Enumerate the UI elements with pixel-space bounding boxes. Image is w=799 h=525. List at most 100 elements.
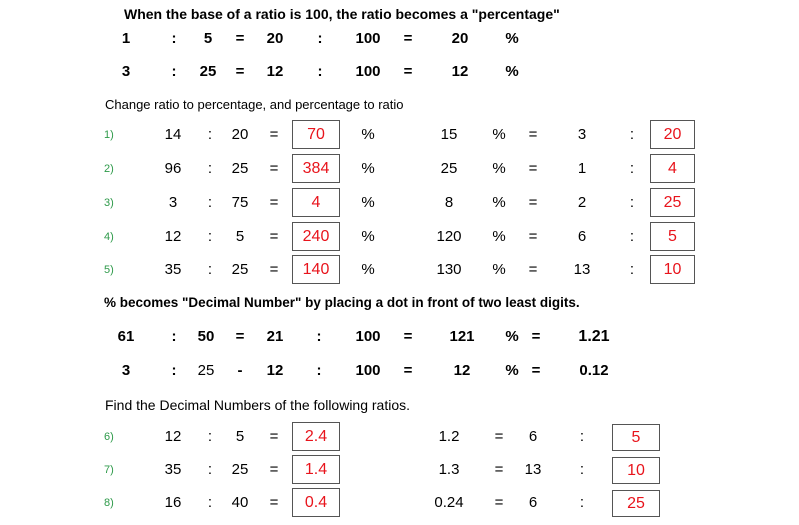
answer-box-ratio[interactable]: 25 (650, 188, 695, 217)
equals-sign: = (528, 228, 538, 245)
decimal-value: 0.24 (434, 494, 464, 511)
ratio-consequent: 5 (235, 428, 245, 445)
section3-cell: 3 (121, 362, 131, 379)
equals-sign: = (269, 494, 279, 511)
section1-cell: = (235, 30, 245, 47)
section1-cell: = (235, 63, 245, 80)
section3-cell: : (316, 362, 322, 379)
equals-sign: = (494, 461, 504, 478)
section1-cell: 1 (121, 30, 131, 47)
answer-box-ratio[interactable]: 5 (612, 424, 660, 451)
ratio-consequent: 25 (231, 461, 249, 478)
section3-cell: = (531, 328, 541, 345)
section1-cell: : (171, 63, 177, 80)
answer-box-percent[interactable]: 4 (292, 188, 340, 217)
colon-sign: : (629, 194, 635, 211)
answer-box-ratio[interactable]: 5 (650, 222, 695, 251)
equals-sign: = (528, 126, 538, 143)
ratio-antecedent: 6 (528, 494, 538, 511)
colon-sign: : (629, 228, 635, 245)
section1-cell: % (505, 30, 519, 47)
section1-cell: 25 (199, 63, 217, 80)
percent-sign: % (361, 160, 375, 177)
equals-sign: = (269, 126, 279, 143)
section3-cell: 1.21 (578, 328, 610, 345)
section1-cell: 20 (266, 30, 284, 47)
ratio-antecedent: 14 (164, 126, 182, 143)
answer-box-ratio[interactable]: 10 (612, 457, 660, 484)
section3-cell: : (171, 328, 177, 345)
section1-cell: 100 (355, 30, 381, 47)
ratio-consequent: 75 (231, 194, 249, 211)
answer-box-percent[interactable]: 240 (292, 222, 340, 251)
ratio-antecedent: 1 (577, 160, 587, 177)
ratio-antecedent: 13 (573, 261, 591, 278)
percentage-value: 15 (440, 126, 458, 143)
ratio-consequent: 25 (231, 261, 249, 278)
colon-sign: : (207, 261, 213, 278)
problem-label: 1) (104, 129, 114, 141)
ratio-antecedent: 2 (577, 194, 587, 211)
answer-box-decimal[interactable]: 2.4 (292, 422, 340, 451)
section1-cell: 12 (451, 63, 469, 80)
problem-label: 4) (104, 231, 114, 243)
section3-cell: : (316, 328, 322, 345)
colon-sign: : (579, 461, 585, 478)
section1-cell: : (317, 30, 323, 47)
ratio-consequent: 5 (235, 228, 245, 245)
answer-box-percent[interactable]: 70 (292, 120, 340, 149)
colon-sign: : (629, 160, 635, 177)
section3-cell: % (505, 328, 519, 345)
answer-box-ratio[interactable]: 20 (650, 120, 695, 149)
section1-cell: 5 (203, 30, 213, 47)
equals-sign: = (269, 228, 279, 245)
section1-cell: : (317, 63, 323, 80)
answer-box-percent[interactable]: 140 (292, 255, 340, 284)
section1-cell: = (403, 30, 413, 47)
answer-box-ratio[interactable]: 10 (650, 255, 695, 284)
answer-box-ratio[interactable]: 25 (612, 490, 660, 517)
percent-sign: % (492, 228, 506, 245)
percent-sign: % (492, 194, 506, 211)
answer-box-decimal[interactable]: 1.4 (292, 455, 340, 484)
colon-sign: : (207, 126, 213, 143)
section1-cell: % (505, 63, 519, 80)
equals-sign: = (269, 428, 279, 445)
ratio-antecedent: 3 (168, 194, 178, 211)
section3-cell: 25 (197, 362, 215, 379)
section1-cell: 12 (266, 63, 284, 80)
equals-sign: = (269, 160, 279, 177)
problem-label: 2) (104, 163, 114, 175)
problem-label: 7) (104, 464, 114, 476)
section3-cell: 12 (266, 362, 284, 379)
section3-cell: 21 (266, 328, 284, 345)
section3-cell: 12 (453, 362, 471, 379)
ratio-antecedent: 13 (524, 461, 542, 478)
answer-box-ratio[interactable]: 4 (650, 154, 695, 183)
section3-cell: 121 (449, 328, 475, 345)
percent-sign: % (492, 261, 506, 278)
equals-sign: = (494, 428, 504, 445)
ratio-antecedent: 6 (577, 228, 587, 245)
section3-cell: = (403, 362, 413, 379)
section3-cell: 100 (355, 362, 381, 379)
ratio-antecedent: 12 (164, 428, 182, 445)
percentage-value: 130 (436, 261, 462, 278)
section3-cell: = (403, 328, 413, 345)
colon-sign: : (207, 160, 213, 177)
ratio-consequent: 40 (231, 494, 249, 511)
section4-instruction: Find the Decimal Numbers of the followin… (105, 397, 411, 413)
equals-sign: = (269, 261, 279, 278)
problem-label: 6) (104, 431, 114, 443)
colon-sign: : (629, 261, 635, 278)
equals-sign: = (528, 261, 538, 278)
answer-box-percent[interactable]: 384 (292, 154, 340, 183)
percent-sign: % (361, 194, 375, 211)
answer-box-decimal[interactable]: 0.4 (292, 488, 340, 517)
decimal-value: 1.2 (438, 428, 460, 445)
colon-sign: : (207, 194, 213, 211)
ratio-antecedent: 96 (164, 160, 182, 177)
section3-cell: 0.12 (579, 362, 609, 379)
section1-title: When the base of a ratio is 100, the rat… (124, 6, 560, 22)
percentage-value: 8 (444, 194, 454, 211)
